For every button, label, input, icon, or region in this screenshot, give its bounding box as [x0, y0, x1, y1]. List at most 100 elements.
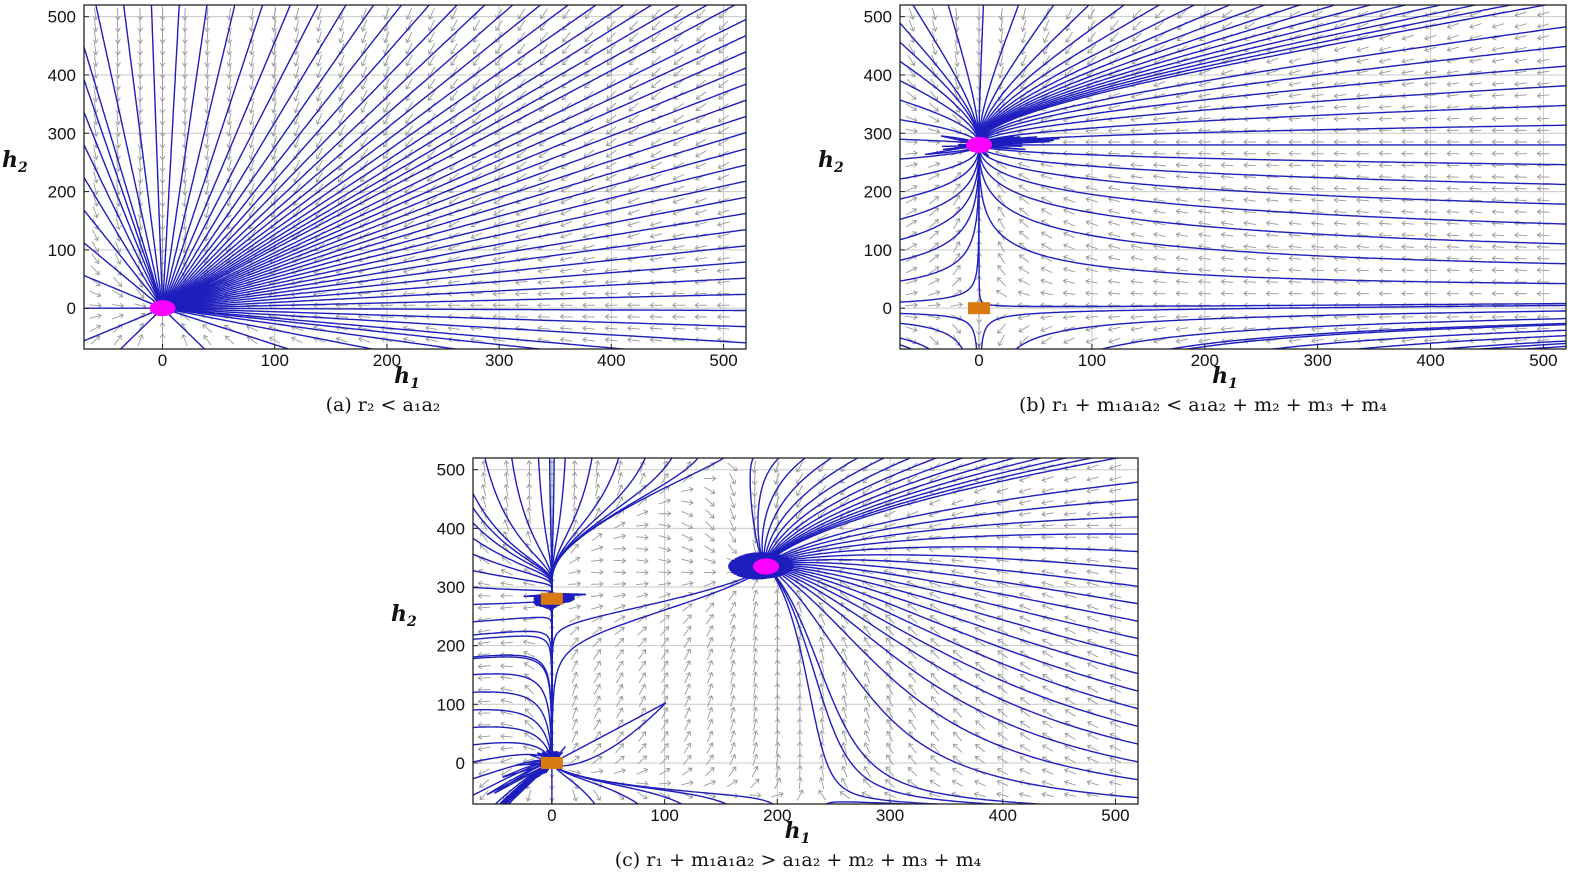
- field-arrow: [1334, 186, 1346, 191]
- field-arrow: [636, 547, 648, 552]
- field-arrow: [1041, 267, 1052, 273]
- field-arrow: [1176, 315, 1188, 320]
- field-arrow: [1357, 315, 1369, 320]
- field-arrow: [797, 660, 802, 672]
- field-arrow: [225, 336, 234, 344]
- field-arrow: [730, 649, 735, 660]
- field-arrow: [501, 664, 513, 669]
- trajectory: [1381, 0, 1460, 2]
- field-arrow: [361, 8, 366, 19]
- field-arrow: [1019, 326, 1029, 332]
- field-arrow: [1357, 140, 1369, 145]
- field-arrow: [673, 174, 684, 180]
- field-arrow: [704, 476, 716, 481]
- field-arrow: [93, 31, 98, 43]
- field-arrow: [1447, 174, 1459, 179]
- field-arrow: [932, 20, 937, 32]
- field-arrow: [594, 684, 600, 695]
- field-arrow: [501, 758, 512, 763]
- field-arrow: [1470, 82, 1482, 87]
- trajectory: [163, 164, 752, 309]
- field-arrow: [1289, 82, 1301, 87]
- field-arrow: [1334, 209, 1346, 214]
- field-arrow: [1064, 197, 1075, 202]
- field-arrow: [1020, 768, 1031, 774]
- field-arrow: [864, 672, 870, 683]
- field-arrow: [729, 602, 735, 612]
- field-arrow: [753, 707, 758, 719]
- field-arrow: [909, 673, 916, 683]
- field-arrow: [731, 707, 736, 719]
- field-arrow: [614, 558, 626, 563]
- field-arrow: [591, 570, 603, 575]
- field-arrow: [1065, 674, 1075, 681]
- field-arrow: [776, 766, 781, 778]
- field-arrow: [931, 732, 939, 741]
- field-arrow: [1221, 268, 1233, 273]
- field-arrow: [1402, 59, 1414, 64]
- trajectory: [491, 807, 507, 829]
- field-arrow: [1176, 151, 1188, 156]
- field-arrow: [227, 54, 232, 66]
- field-arrow: [93, 66, 98, 78]
- field-arrow: [819, 637, 824, 649]
- field-arrow: [729, 755, 735, 766]
- trajectory: [1572, 224, 1588, 225]
- field-arrow: [652, 80, 661, 88]
- field-arrow: [974, 581, 985, 586]
- field-arrow: [798, 778, 803, 790]
- trajectory: [1144, 745, 1185, 753]
- field-arrow: [1021, 20, 1026, 32]
- field-arrow: [1087, 477, 1099, 482]
- field-arrow: [1065, 768, 1076, 774]
- field-arrow: [1042, 604, 1053, 610]
- field-arrow: [1447, 116, 1459, 121]
- field-arrow: [930, 592, 941, 598]
- trajectory: [537, 434, 538, 455]
- trajectory: [39, 205, 79, 238]
- field-arrow: [160, 19, 165, 31]
- field-arrow: [1066, 32, 1073, 42]
- field-arrow: [1042, 581, 1054, 586]
- field-arrow: [272, 20, 277, 32]
- field-arrow: [1041, 174, 1052, 179]
- field-arrow: [1379, 151, 1391, 156]
- field-arrow: [1109, 232, 1121, 237]
- field-arrow: [1470, 315, 1482, 320]
- trajectory: [1144, 781, 1184, 786]
- field-arrow: [928, 129, 939, 134]
- trajectory: [979, 2, 1417, 145]
- trajectory: [728, 434, 738, 455]
- field-arrow: [639, 673, 646, 683]
- field-arrow: [682, 534, 693, 540]
- field-arrow: [138, 335, 143, 346]
- field-arrow: [774, 473, 779, 484]
- field-arrow: [560, 303, 572, 308]
- field-arrow: [1131, 117, 1143, 122]
- field-arrow: [138, 78, 143, 90]
- field-arrow: [138, 159, 143, 171]
- field-arrow: [1335, 47, 1346, 52]
- field-arrow: [695, 303, 707, 308]
- field-arrow: [1402, 140, 1414, 145]
- field-arrow: [182, 66, 187, 78]
- field-arrow: [708, 708, 713, 719]
- field-arrow: [797, 707, 802, 719]
- field-arrow: [227, 124, 232, 136]
- field-arrow: [954, 709, 962, 718]
- field-arrow: [561, 280, 573, 285]
- field-arrow: [1402, 163, 1414, 168]
- field-arrow: [681, 780, 693, 785]
- x-tick-label: 100: [650, 806, 678, 825]
- field-arrow: [905, 128, 917, 133]
- field-arrow: [1515, 174, 1527, 179]
- field-arrow: [819, 649, 824, 661]
- field-arrow: [316, 55, 321, 66]
- field-arrow: [673, 303, 685, 308]
- trajectory: [853, 335, 895, 343]
- field-arrow: [1244, 268, 1256, 273]
- field-arrow: [317, 31, 322, 42]
- field-arrow: [1492, 291, 1504, 296]
- field-arrow: [1379, 291, 1391, 296]
- field-arrow: [1515, 116, 1527, 121]
